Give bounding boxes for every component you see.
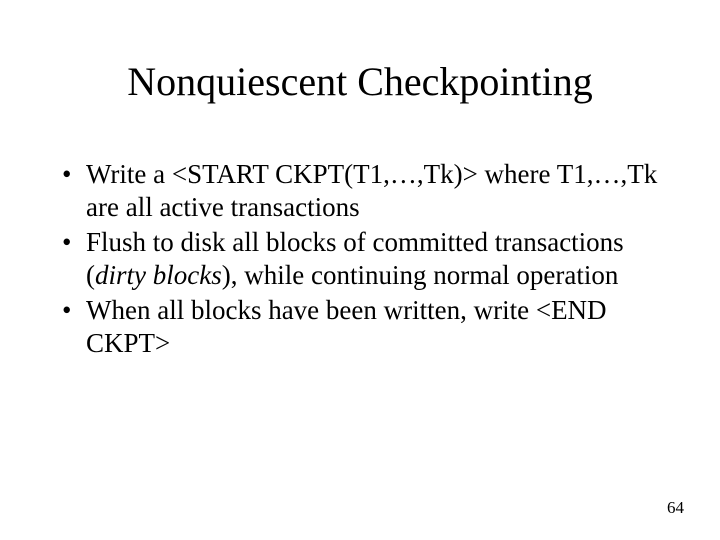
bullet-text: Flush to disk all blocks of committed tr…	[86, 226, 662, 292]
bullet-text: When all blocks have been written, write…	[86, 294, 662, 360]
bullet-item: • Write a <START CKPT(T1,…,Tk)> where T1…	[62, 158, 662, 224]
bullet-pre: Write a <START CKPT(T1,…,Tk)> where T1,……	[86, 159, 657, 222]
page-number: 64	[667, 498, 684, 518]
bullet-text: Write a <START CKPT(T1,…,Tk)> where T1,……	[86, 158, 662, 224]
slide-title: Nonquiescent Checkpointing	[0, 58, 720, 105]
bullet-post: ), while continuing normal operation	[222, 260, 619, 290]
slide: Nonquiescent Checkpointing • Write a <ST…	[0, 0, 720, 540]
bullet-dot: •	[62, 294, 86, 360]
bullet-dot: •	[62, 226, 86, 292]
bullet-item: • When all blocks have been written, wri…	[62, 294, 662, 360]
slide-body: • Write a <START CKPT(T1,…,Tk)> where T1…	[62, 158, 662, 362]
bullet-item: • Flush to disk all blocks of committed …	[62, 226, 662, 292]
bullet-italic: dirty blocks	[95, 260, 222, 290]
bullet-pre: When all blocks have been written, write…	[86, 295, 607, 358]
bullet-dot: •	[62, 158, 86, 224]
